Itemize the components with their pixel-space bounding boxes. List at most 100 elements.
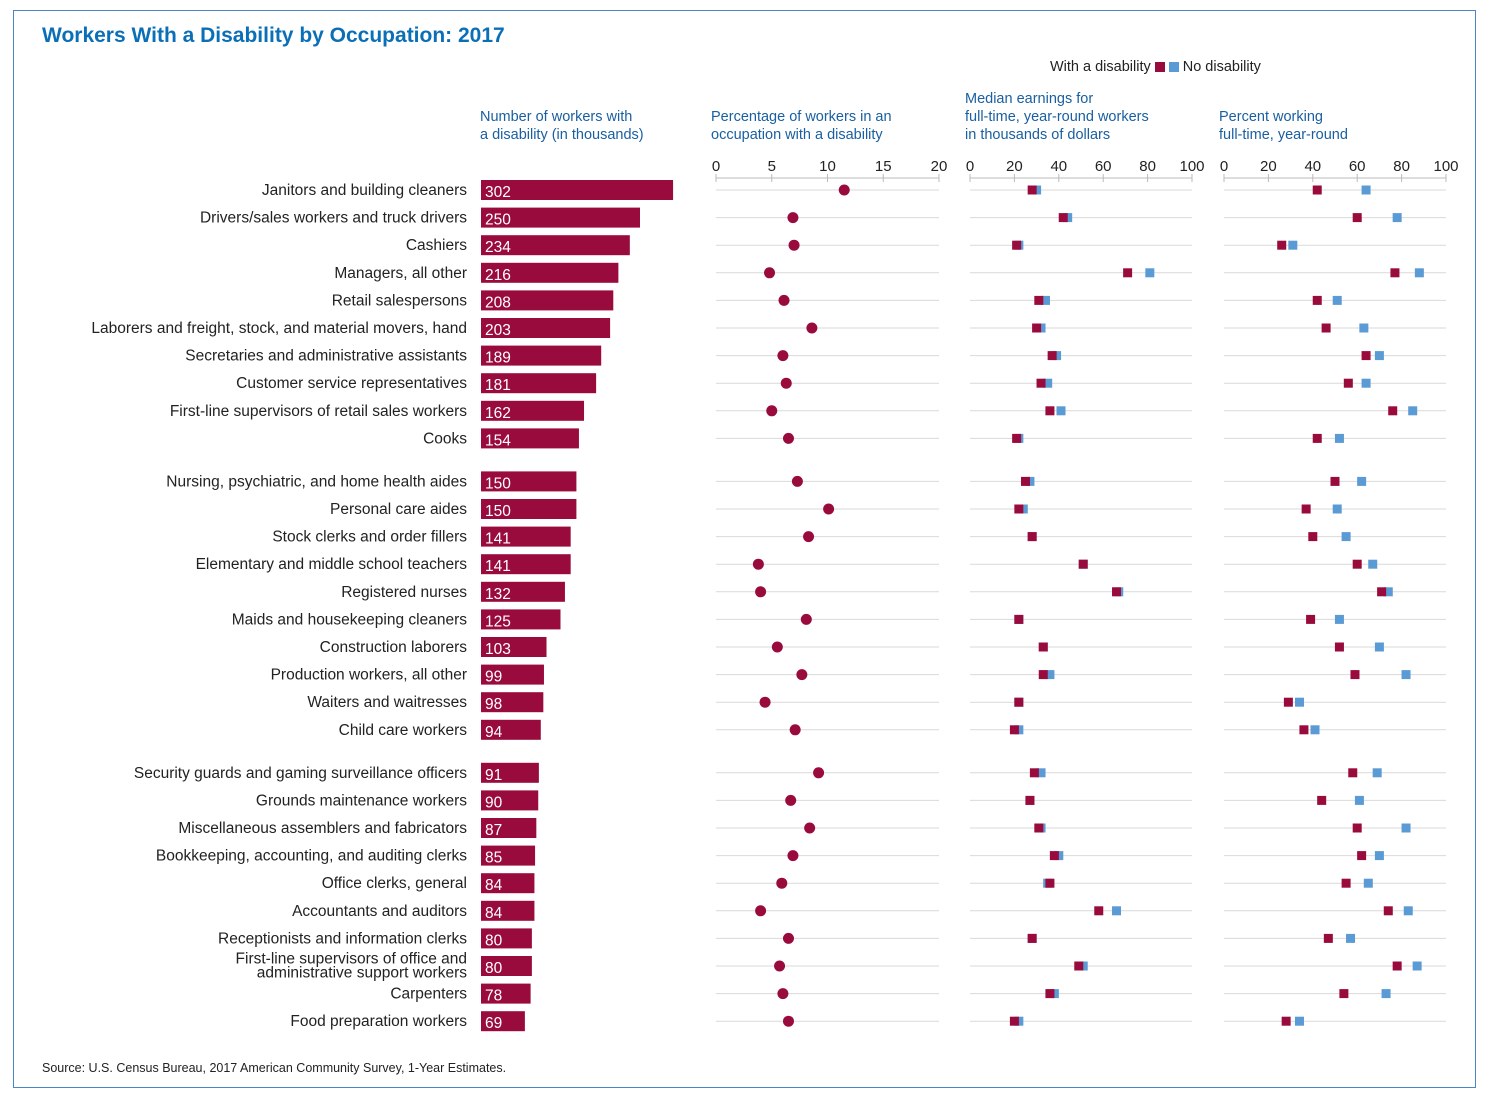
bar bbox=[481, 983, 531, 1004]
disability-marker bbox=[1317, 795, 1327, 805]
no-disability-marker bbox=[1363, 878, 1373, 888]
x-tick-label: 15 bbox=[875, 158, 892, 175]
no-disability-marker bbox=[1372, 768, 1382, 778]
legend-label-no-disability: No disability bbox=[1182, 59, 1261, 75]
no-disability-marker bbox=[1361, 378, 1371, 388]
percentage-dot bbox=[782, 932, 794, 944]
disability-marker bbox=[1078, 559, 1088, 569]
no-disability-marker bbox=[1294, 697, 1304, 707]
legend-label-disability: With a disability bbox=[1050, 59, 1151, 75]
percentage-dot bbox=[782, 432, 794, 444]
disability-marker bbox=[1352, 213, 1362, 223]
disability-marker bbox=[1390, 268, 1400, 278]
bar bbox=[481, 318, 611, 338]
bar-value-label: 234 bbox=[485, 239, 511, 256]
panel-header-fulltime: Percent working full-time, year-round bbox=[1219, 109, 1348, 143]
bar-value-label: 132 bbox=[485, 586, 511, 603]
percentage-dot bbox=[787, 850, 799, 862]
bar bbox=[481, 900, 535, 921]
x-tick-label: 40 bbox=[1050, 158, 1067, 175]
bar bbox=[481, 180, 674, 200]
category-label: Child care workers bbox=[339, 722, 468, 739]
disability-marker bbox=[1383, 906, 1393, 916]
disability-marker bbox=[1049, 851, 1059, 861]
x-tick-label: 60 bbox=[1095, 158, 1112, 175]
percentage-dot bbox=[823, 503, 835, 515]
legend-swatch-disability bbox=[1154, 62, 1165, 72]
percentage-dot bbox=[789, 724, 801, 736]
bar-value-label: 162 bbox=[485, 405, 511, 422]
percentage-dot bbox=[778, 294, 790, 306]
disability-marker bbox=[1009, 725, 1019, 735]
no-disability-marker bbox=[1056, 406, 1066, 416]
x-tick-label: 10 bbox=[819, 158, 836, 175]
no-disability-marker bbox=[1368, 559, 1378, 569]
disability-marker bbox=[1045, 989, 1055, 999]
percentage-dot bbox=[804, 822, 816, 834]
category-label: Stock clerks and order fillers bbox=[272, 529, 467, 546]
no-disability-marker bbox=[1112, 906, 1122, 916]
legend: With a disability No disability bbox=[1050, 59, 1261, 75]
disability-marker bbox=[1341, 878, 1351, 888]
category-label: Laborers and freight, stock, and materia… bbox=[91, 320, 467, 337]
disability-marker bbox=[1277, 240, 1287, 250]
disability-marker bbox=[1112, 587, 1122, 597]
no-disability-marker bbox=[1145, 268, 1155, 278]
category-label: Customer service representatives bbox=[236, 375, 467, 392]
bar-value-label: 141 bbox=[485, 531, 511, 548]
category-label: Bookkeeping, accounting, and auditing cl… bbox=[156, 848, 467, 865]
disability-marker bbox=[1388, 406, 1398, 416]
disability-marker bbox=[1009, 1016, 1019, 1026]
disability-marker bbox=[1074, 961, 1084, 971]
bar-value-label: 99 bbox=[485, 669, 502, 686]
bar bbox=[481, 637, 547, 657]
bar-value-label: 103 bbox=[485, 641, 511, 658]
no-disability-marker bbox=[1403, 906, 1413, 916]
disability-marker bbox=[1025, 795, 1035, 805]
no-disability-marker bbox=[1359, 323, 1369, 333]
category-label: First-line supervisors of retail sales w… bbox=[170, 403, 467, 420]
disability-marker bbox=[1012, 240, 1022, 250]
category-label: Cooks bbox=[423, 430, 467, 447]
disability-marker bbox=[1027, 933, 1037, 943]
disability-marker bbox=[1014, 697, 1024, 707]
disability-marker bbox=[1348, 768, 1358, 778]
disability-marker bbox=[1306, 614, 1316, 624]
no-disability-marker bbox=[1036, 768, 1046, 778]
category-label: Waiters and waitresses bbox=[307, 694, 467, 711]
category-label: Personal care aides bbox=[330, 501, 467, 518]
disability-marker bbox=[1321, 323, 1331, 333]
bar-value-label: 203 bbox=[485, 322, 511, 339]
bar-value-label: 94 bbox=[485, 724, 503, 741]
disability-marker bbox=[1027, 185, 1037, 195]
disability-marker bbox=[1377, 587, 1387, 597]
bar-value-label: 208 bbox=[485, 294, 511, 311]
category-label: Secretaries and administrative assistant… bbox=[185, 348, 467, 365]
disability-marker bbox=[1299, 725, 1309, 735]
disability-marker bbox=[1123, 268, 1133, 278]
disability-marker bbox=[1045, 878, 1055, 888]
disability-marker bbox=[1392, 961, 1402, 971]
source-note: Source: U.S. Census Bureau, 2017 America… bbox=[42, 1061, 507, 1075]
disability-marker bbox=[1045, 406, 1055, 416]
disability-marker bbox=[1094, 906, 1104, 916]
bar-value-label: 250 bbox=[485, 212, 511, 229]
no-disability-marker bbox=[1401, 670, 1411, 680]
bar bbox=[481, 554, 571, 575]
percentage-dot bbox=[787, 212, 799, 224]
category-label: Nursing, psychiatric, and home health ai… bbox=[166, 473, 467, 490]
disability-marker bbox=[1032, 323, 1042, 333]
category-label: Production workers, all other bbox=[271, 667, 467, 684]
bar bbox=[481, 818, 537, 838]
bar-value-label: 98 bbox=[485, 696, 502, 713]
panel-header-count: Number of workers with a disability (in … bbox=[480, 109, 644, 143]
no-disability-marker bbox=[1374, 851, 1384, 861]
disability-marker bbox=[1047, 351, 1057, 361]
no-disability-marker bbox=[1332, 295, 1342, 305]
x-tick-label: 80 bbox=[1139, 158, 1156, 175]
no-disability-marker bbox=[1040, 295, 1050, 305]
bar bbox=[481, 692, 544, 713]
percentage-dot bbox=[777, 988, 789, 1000]
bar bbox=[481, 873, 535, 894]
no-disability-marker bbox=[1294, 1016, 1304, 1026]
